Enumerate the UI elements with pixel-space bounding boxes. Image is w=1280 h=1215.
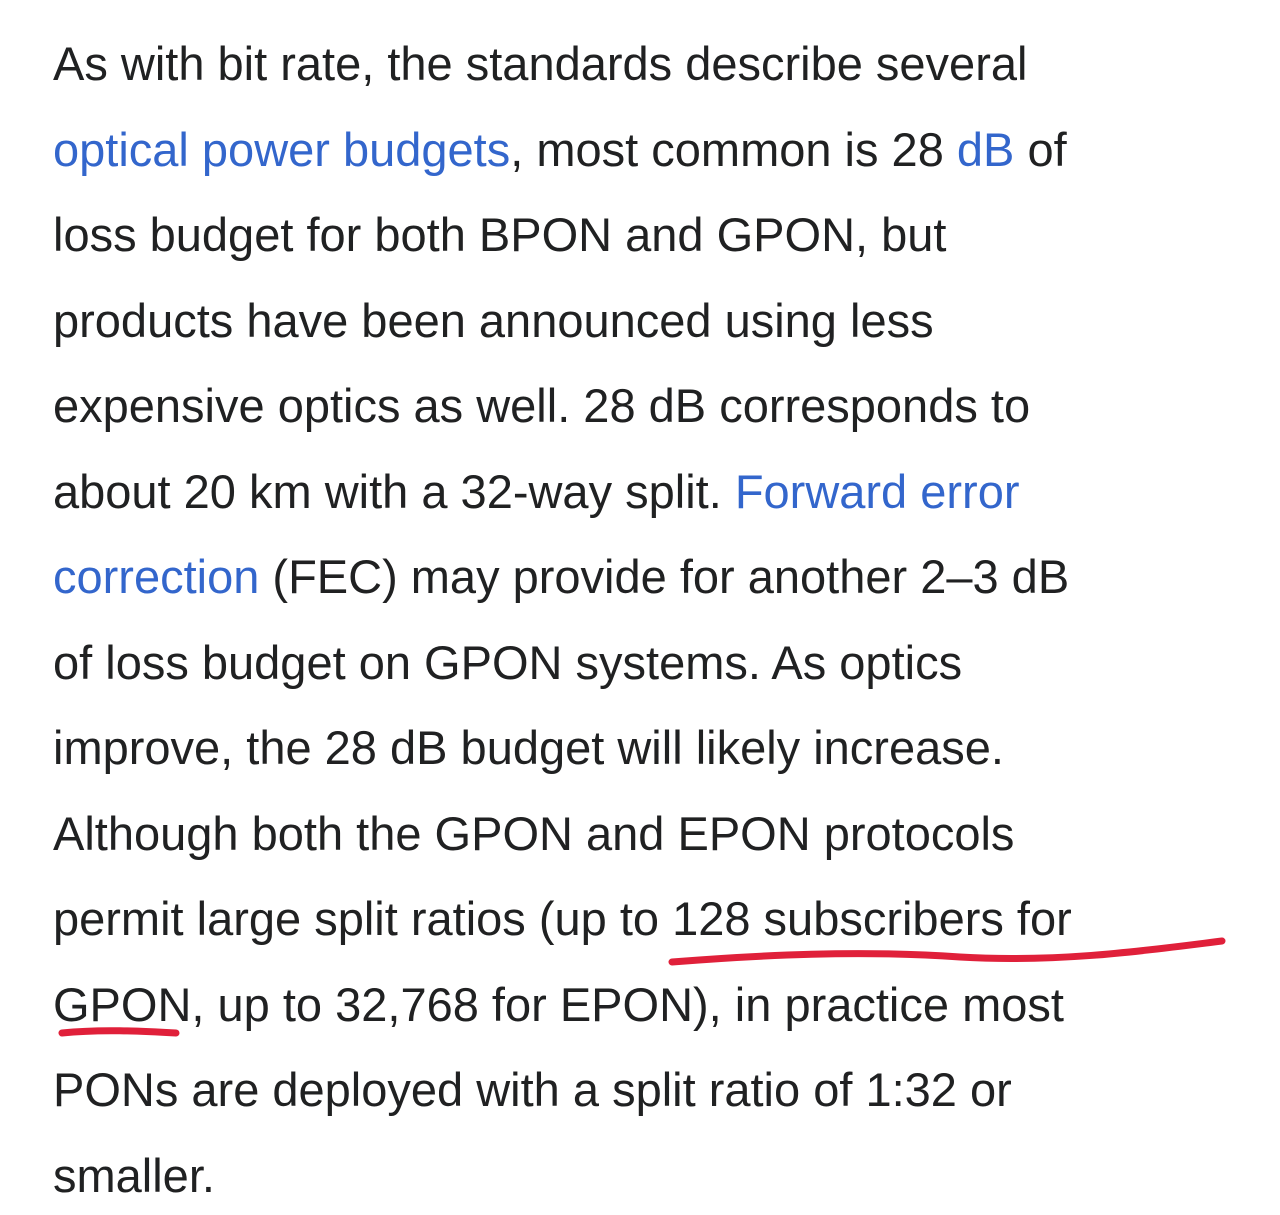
article-link[interactable]: dB xyxy=(956,122,1015,176)
article-link[interactable]: correction xyxy=(53,550,260,603)
text-run: of xyxy=(1014,122,1067,176)
text-line: optical power budgets, most common is 28… xyxy=(53,122,1067,178)
text-line: about 20 km with a 32-way split. Forward… xyxy=(53,464,1020,520)
text-line: products have been announced using less xyxy=(53,293,934,349)
text-line: GPON, up to 32,768 for EPON), in practic… xyxy=(53,977,1064,1033)
text-line: PONs are deployed with a split ratio of … xyxy=(53,1062,1012,1118)
text-run: (FEC) may provide for another 2–3 dB xyxy=(259,550,1070,603)
text-run: improve, the 28 dB budget will likely in… xyxy=(53,721,1004,774)
text-line: improve, the 28 dB budget will likely in… xyxy=(53,720,1004,776)
text-line: loss budget for both BPON and GPON, but xyxy=(53,207,946,263)
text-run: , most common is 28 xyxy=(510,122,957,176)
text-line: correction (FEC) may provide for another… xyxy=(53,549,1069,605)
article-link[interactable]: Forward error xyxy=(734,464,1020,518)
text-line: Although both the GPON and EPON protocol… xyxy=(53,806,1014,862)
text-run: permit large split ratios (up to 128 sub… xyxy=(53,892,1072,945)
article-link[interactable]: optical power budgets xyxy=(53,122,511,176)
text-run: about 20 km with a 32-way split. xyxy=(53,464,735,518)
text-line: expensive optics as well. 28 dB correspo… xyxy=(53,378,1030,434)
text-line: smaller. xyxy=(53,1148,215,1204)
text-run: GPON, up to 32,768 for EPON), in practic… xyxy=(53,977,1064,1031)
text-run: smaller. xyxy=(53,1148,215,1202)
text-run: Although both the GPON and EPON protocol… xyxy=(53,806,1015,860)
text-line: As with bit rate, the standards describe… xyxy=(53,36,1027,92)
text-run: of loss budget on GPON systems. As optic… xyxy=(53,635,963,689)
text-run: loss budget for both BPON and GPON, but xyxy=(53,208,947,261)
text-line: permit large split ratios (up to 128 sub… xyxy=(53,891,1072,947)
text-run: PONs are deployed with a split ratio of … xyxy=(53,1063,1012,1116)
text-run: As with bit rate, the standards describe… xyxy=(53,37,1028,90)
text-run: products have been announced using less xyxy=(53,293,934,347)
text-run: expensive optics as well. 28 dB correspo… xyxy=(53,379,1031,432)
text-line: of loss budget on GPON systems. As optic… xyxy=(53,635,962,691)
